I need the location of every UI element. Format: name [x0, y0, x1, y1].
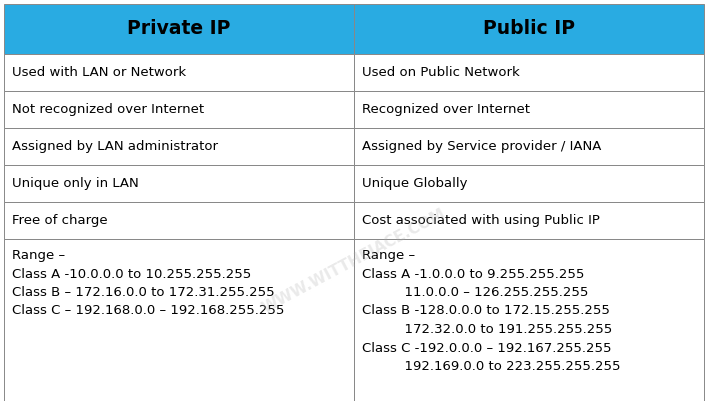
Bar	[354, 128, 704, 165]
Text: Private IP: Private IP	[127, 20, 231, 38]
Bar	[354, 54, 704, 91]
Text: Used with LAN or Network: Used with LAN or Network	[12, 66, 186, 79]
Text: WWW.WITTHEJACE.COM: WWW.WITTHEJACE.COM	[260, 206, 448, 316]
Text: Range –
Class A -1.0.0.0 to 9.255.255.255
          11.0.0.0 – 126.255.255.255
C: Range – Class A -1.0.0.0 to 9.255.255.25…	[362, 249, 620, 373]
Text: Range –
Class A -10.0.0.0 to 10.255.255.255
Class B – 172.16.0.0 to 172.31.255.2: Range – Class A -10.0.0.0 to 10.255.255.…	[12, 249, 285, 318]
Bar	[4, 91, 354, 128]
Bar	[4, 239, 354, 401]
Text: Unique Globally: Unique Globally	[362, 177, 467, 190]
Text: Used on Public Network: Used on Public Network	[362, 66, 520, 79]
Text: Cost associated with using Public IP: Cost associated with using Public IP	[362, 214, 600, 227]
Bar	[354, 239, 704, 401]
Text: Assigned by LAN administrator: Assigned by LAN administrator	[12, 140, 218, 153]
Bar	[4, 128, 354, 165]
Bar	[354, 91, 704, 128]
Bar	[354, 4, 704, 54]
Text: Unique only in LAN: Unique only in LAN	[12, 177, 139, 190]
Text: Assigned by Service provider / IANA: Assigned by Service provider / IANA	[362, 140, 601, 153]
Text: Recognized over Internet: Recognized over Internet	[362, 103, 530, 116]
Bar	[4, 54, 354, 91]
Bar	[354, 165, 704, 202]
Bar	[4, 202, 354, 239]
Text: Not recognized over Internet: Not recognized over Internet	[12, 103, 204, 116]
Bar	[4, 4, 354, 54]
Text: Public IP: Public IP	[483, 20, 575, 38]
Bar	[354, 202, 704, 239]
Bar	[4, 165, 354, 202]
Text: Free of charge: Free of charge	[12, 214, 108, 227]
